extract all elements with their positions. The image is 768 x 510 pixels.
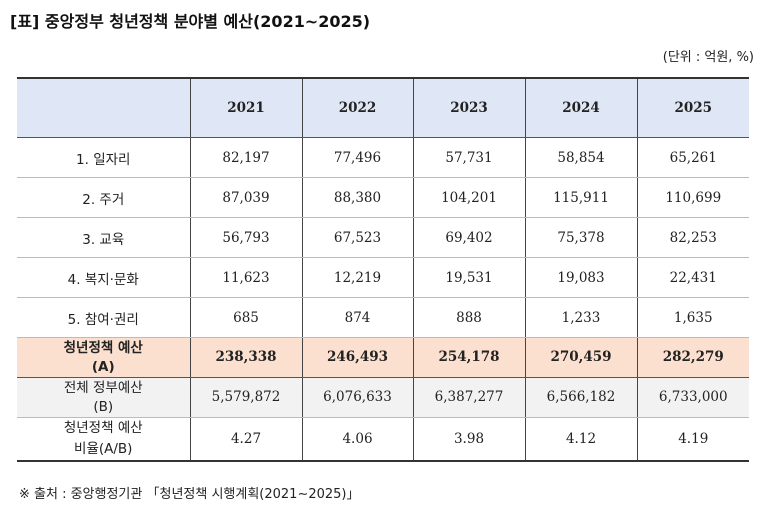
header-year: 2022 [301,77,414,138]
table-cell: 69,402 [412,217,526,258]
row-label-line: 청년정책 예산 [63,339,143,356]
table-cell: 115,911 [524,177,638,218]
table-cell: 19,531 [412,257,526,298]
header-year: 2021 [189,77,303,138]
table-cell: 65,261 [636,137,749,178]
table-cell: 58,854 [524,137,638,178]
table-cell: 6,733,000 [636,377,749,418]
header-row: 2021 2022 2023 2024 2025 [17,77,749,138]
source-note: ※ 출처 : 중앙행정기관 「청년정책 시행계획(2021∼2025)」 [19,487,360,502]
budget-ratio-row: 청년정책 예산 비율(A/B) 4.27 4.06 3.98 4.12 4.19 [17,417,749,462]
table-row: 3. 교육 56,793 67,523 69,402 75,378 82,253 [17,217,749,258]
table-cell: 6,387,277 [412,377,526,418]
table-cell: 19,083 [524,257,638,298]
youth-budget-total-row: 청년정책 예산 (A) 238,338 246,493 254,178 270,… [17,337,749,378]
table-cell: 22,431 [636,257,749,298]
row-label-line: (B) [93,398,114,415]
table-row: 2. 주거 87,039 88,380 104,201 115,911 110,… [17,177,749,218]
table-cell: 56,793 [189,217,303,258]
table-cell: 254,178 [412,337,526,378]
table-cell: 5,579,872 [189,377,303,418]
table-row: 5. 참여·권리 685 874 888 1,233 1,635 [17,297,749,338]
table-cell: 82,253 [636,217,749,258]
table-cell: 4.12 [524,417,638,462]
row-label: 3. 교육 [17,217,191,258]
row-label: 전체 정부예산 (B) [17,377,191,418]
row-label: 1. 일자리 [17,137,191,178]
table-cell: 88,380 [301,177,414,218]
row-label: 청년정책 예산 (A) [17,337,191,378]
header-year: 2024 [524,77,638,138]
table-title: [표] 중앙정부 청년정책 분야별 예산(2021∼2025) [10,12,371,31]
table-cell: 270,459 [524,337,638,378]
table-cell: 888 [412,297,526,338]
header-corner [17,77,191,138]
table-row: 4. 복지·문화 11,623 12,219 19,531 19,083 22,… [17,257,749,298]
table-cell: 4.06 [301,417,414,462]
row-label-line: 청년정책 예산 [63,420,143,436]
table-cell: 11,623 [189,257,303,298]
table-cell: 1,635 [636,297,749,338]
table-cell: 87,039 [189,177,303,218]
table-cell: 874 [301,297,414,338]
table-cell: 3.98 [412,417,526,462]
table-cell: 82,197 [189,137,303,178]
budget-table: 2021 2022 2023 2024 2025 1. 일자리 82,197 7… [17,77,749,462]
row-label-line: 비율(A/B) [74,441,133,457]
row-label-line: (A) [91,358,115,375]
row-label: 4. 복지·문화 [17,257,191,298]
table-cell: 4.19 [636,417,749,462]
government-budget-row: 전체 정부예산 (B) 5,579,872 6,076,633 6,387,27… [17,377,749,418]
table-cell: 6,566,182 [524,377,638,418]
row-label: 5. 참여·권리 [17,297,191,338]
row-label: 청년정책 예산 비율(A/B) [17,417,191,462]
table-cell: 12,219 [301,257,414,298]
table-cell: 75,378 [524,217,638,258]
table-cell: 104,201 [412,177,526,218]
table-row: 1. 일자리 82,197 77,496 57,731 58,854 65,26… [17,137,749,178]
table-cell: 685 [189,297,303,338]
header-year: 2025 [636,77,749,138]
table-cell: 77,496 [301,137,414,178]
table-cell: 246,493 [301,337,414,378]
table-cell: 57,731 [412,137,526,178]
table-cell: 67,523 [301,217,414,258]
table-cell: 6,076,633 [301,377,414,418]
header-year: 2023 [412,77,526,138]
table-cell: 1,233 [524,297,638,338]
row-label-line: 전체 정부예산 [63,379,143,396]
table-cell: 110,699 [636,177,749,218]
table-cell: 282,279 [636,337,749,378]
unit-note: (단위 : 억원, %) [662,50,754,65]
row-label: 2. 주거 [17,177,191,218]
table-cell: 238,338 [189,337,303,378]
table-cell: 4.27 [189,417,303,462]
